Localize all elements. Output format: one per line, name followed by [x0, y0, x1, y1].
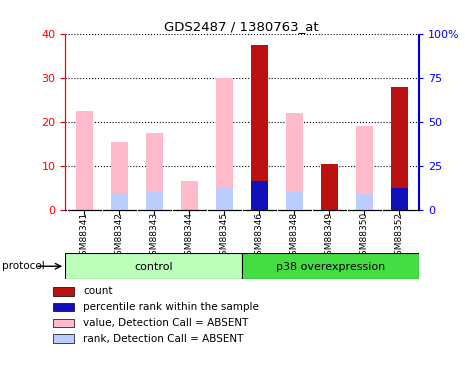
Text: value, Detection Call = ABSENT: value, Detection Call = ABSENT	[83, 318, 249, 328]
Text: control: control	[134, 262, 173, 272]
Bar	[180, 182, 198, 210]
Text: GSM88350: GSM88350	[360, 212, 369, 261]
Text: GSM88344: GSM88344	[185, 212, 194, 261]
Bar	[146, 192, 163, 210]
Text: percentile rank within the sample: percentile rank within the sample	[83, 302, 259, 312]
Bar	[251, 181, 268, 210]
Text: GSM88342: GSM88342	[115, 212, 124, 261]
Bar	[76, 111, 93, 210]
Bar	[146, 133, 163, 210]
Text: GSM88345: GSM88345	[220, 212, 229, 261]
Text: GSM88343: GSM88343	[150, 212, 159, 261]
Bar	[53, 318, 74, 327]
Bar	[320, 198, 338, 210]
Bar	[53, 286, 74, 296]
Bar	[53, 303, 74, 312]
Bar	[391, 188, 408, 210]
Text: GSM88346: GSM88346	[255, 212, 264, 261]
Bar	[111, 193, 128, 210]
Bar	[320, 164, 338, 210]
Bar	[286, 190, 303, 210]
Bar	[111, 142, 128, 210]
Bar	[216, 78, 233, 210]
Text: count: count	[83, 286, 113, 296]
Text: GSM88349: GSM88349	[325, 212, 334, 261]
Bar	[391, 87, 408, 210]
Text: GSM88341: GSM88341	[80, 212, 89, 261]
Text: GSM88348: GSM88348	[290, 212, 299, 261]
Bar	[53, 334, 74, 344]
Bar	[286, 113, 303, 210]
Bar	[251, 45, 268, 210]
Text: p38 overexpression: p38 overexpression	[276, 262, 385, 272]
Bar	[356, 194, 373, 210]
Text: protocol: protocol	[2, 261, 45, 271]
Bar	[391, 188, 408, 210]
Bar	[356, 126, 373, 210]
Bar	[65, 253, 242, 279]
Bar	[242, 253, 418, 279]
Bar	[216, 187, 233, 210]
Text: GSM88352: GSM88352	[395, 212, 404, 261]
Text: rank, Detection Call = ABSENT: rank, Detection Call = ABSENT	[83, 334, 244, 344]
Title: GDS2487 / 1380763_at: GDS2487 / 1380763_at	[165, 20, 319, 33]
